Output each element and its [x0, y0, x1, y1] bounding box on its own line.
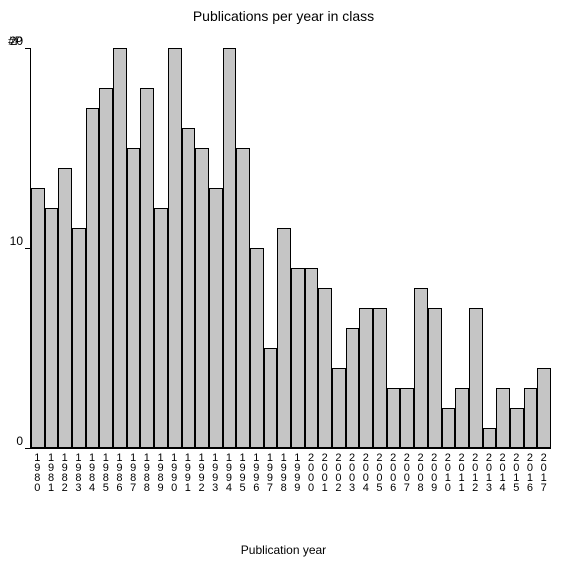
bar — [496, 388, 510, 448]
x-tick-label: 1998 — [278, 452, 289, 492]
bar — [346, 328, 360, 448]
bar — [277, 228, 291, 448]
x-tick-label: 2005 — [373, 452, 384, 492]
y-tick — [25, 448, 30, 449]
bar — [195, 148, 209, 448]
bar — [45, 208, 59, 448]
x-tick-label: 1985 — [100, 452, 111, 492]
bar — [483, 428, 497, 448]
x-tick-label: 2004 — [360, 452, 371, 492]
x-tick-label: 2011 — [456, 452, 467, 492]
bar — [140, 88, 154, 448]
bar — [373, 308, 387, 448]
x-tick-label: 1990 — [168, 452, 179, 492]
bar — [469, 308, 483, 448]
bar — [428, 308, 442, 448]
x-tick-label: 1996 — [250, 452, 261, 492]
bar — [72, 228, 86, 448]
x-tick-label: 1991 — [182, 452, 193, 492]
x-tick-label: 1999 — [291, 452, 302, 492]
x-tick-label: 1983 — [72, 452, 83, 492]
bar — [250, 248, 264, 448]
x-tick-label: 2007 — [401, 452, 412, 492]
x-tick-label: 2008 — [415, 452, 426, 492]
bar — [264, 348, 278, 448]
bar — [400, 388, 414, 448]
x-tick-label: 1984 — [86, 452, 97, 492]
bar — [442, 408, 456, 448]
bar — [524, 388, 538, 448]
x-tick-label: 1980 — [31, 452, 42, 492]
x-tick-label: 2017 — [538, 452, 549, 492]
x-tick-label: 2000 — [305, 452, 316, 492]
bar — [291, 268, 305, 448]
x-tick-label: 1993 — [209, 452, 220, 492]
bar — [510, 408, 524, 448]
x-tick-label: 1988 — [141, 452, 152, 492]
bar — [359, 308, 373, 448]
x-tick-label: 2010 — [442, 452, 453, 492]
x-tick-label: 1989 — [155, 452, 166, 492]
bar — [223, 48, 237, 448]
x-tick-label: 1982 — [59, 452, 70, 492]
bar — [127, 148, 141, 448]
chart-container: Publications per year in class #P 01020 … — [0, 0, 567, 567]
bar — [209, 188, 223, 448]
x-tick-label: 1995 — [237, 452, 248, 492]
bar — [154, 208, 168, 448]
chart-title: Publications per year in class — [0, 8, 567, 24]
bar — [414, 288, 428, 448]
bar — [236, 148, 250, 448]
x-tick-label: 1986 — [113, 452, 124, 492]
bar — [318, 288, 332, 448]
bar — [113, 48, 127, 448]
y-tick-label: 0 — [16, 434, 23, 448]
x-tick-label: 1981 — [45, 452, 56, 492]
bar — [31, 188, 45, 448]
plot-area: 01020 — [30, 48, 551, 449]
x-tick-label: 2001 — [319, 452, 330, 492]
bar — [182, 128, 196, 448]
bar — [58, 168, 72, 448]
x-tick-label: 2014 — [497, 452, 508, 492]
x-tick-label: 2013 — [483, 452, 494, 492]
y-tick — [25, 48, 30, 49]
x-tick-label: 2009 — [428, 452, 439, 492]
x-tick-label: 1992 — [196, 452, 207, 492]
bar — [455, 388, 469, 448]
bar — [168, 48, 182, 448]
bar — [332, 368, 346, 448]
x-tick-label: 2015 — [510, 452, 521, 492]
y-tick — [25, 248, 30, 249]
bar — [537, 368, 551, 448]
x-axis-title: Publication year — [0, 543, 567, 557]
bar — [99, 88, 113, 448]
x-tick-label: 1997 — [264, 452, 275, 492]
x-tick-label: 1987 — [127, 452, 138, 492]
x-tick-label: 2003 — [346, 452, 357, 492]
bars-group — [31, 48, 551, 448]
y-tick-label: 10 — [10, 234, 23, 248]
x-tick-label: 2006 — [387, 452, 398, 492]
x-tick-label: 2012 — [469, 452, 480, 492]
bar — [86, 108, 100, 448]
bar — [387, 388, 401, 448]
y-tick-label: 20 — [10, 34, 23, 48]
x-tick-label: 2016 — [524, 452, 535, 492]
bar — [305, 268, 319, 448]
x-tick-label: 2002 — [332, 452, 343, 492]
x-tick-label: 1994 — [223, 452, 234, 492]
